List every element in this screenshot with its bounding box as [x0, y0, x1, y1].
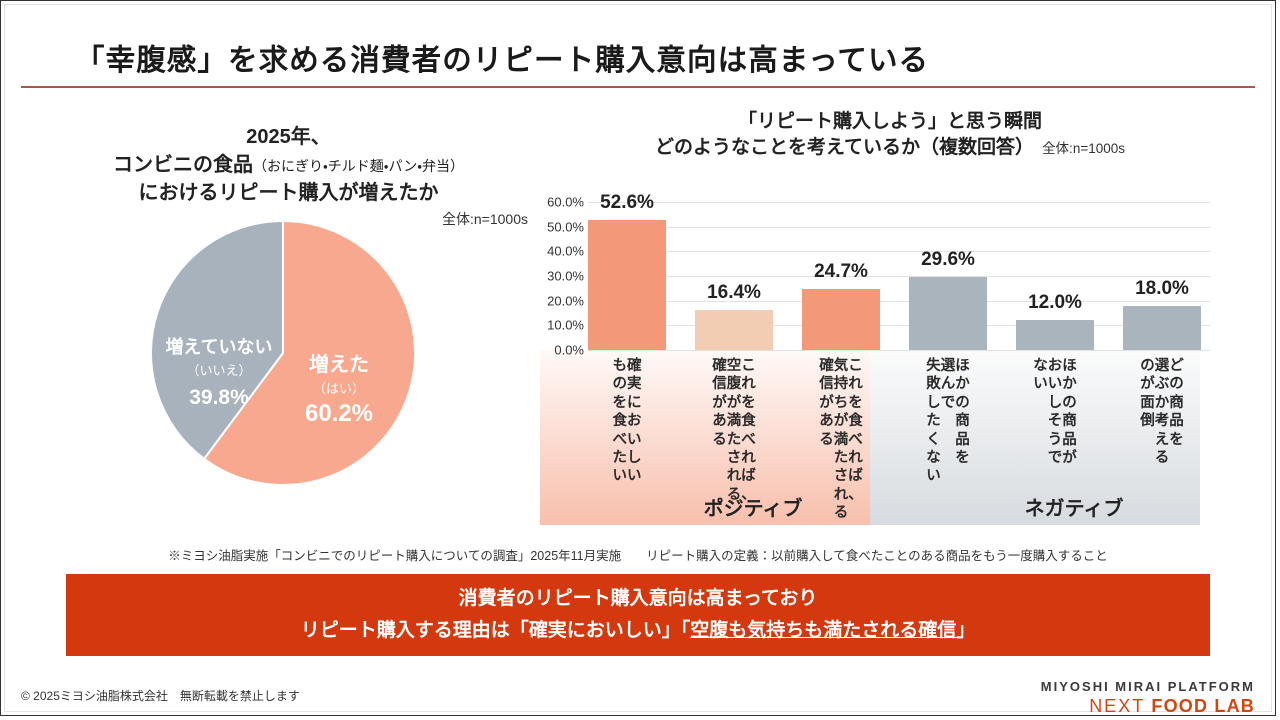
- svg-text:60.2%: 60.2%: [305, 400, 373, 427]
- svg-text:増えた: 増えた: [309, 352, 369, 376]
- svg-text:増えていない: 増えていない: [165, 336, 272, 357]
- svg-text:（はい）: （はい）: [313, 381, 365, 396]
- svg-text:（いいえ）: （いいえ）: [186, 363, 251, 378]
- svg-text:39.8%: 39.8%: [189, 386, 249, 409]
